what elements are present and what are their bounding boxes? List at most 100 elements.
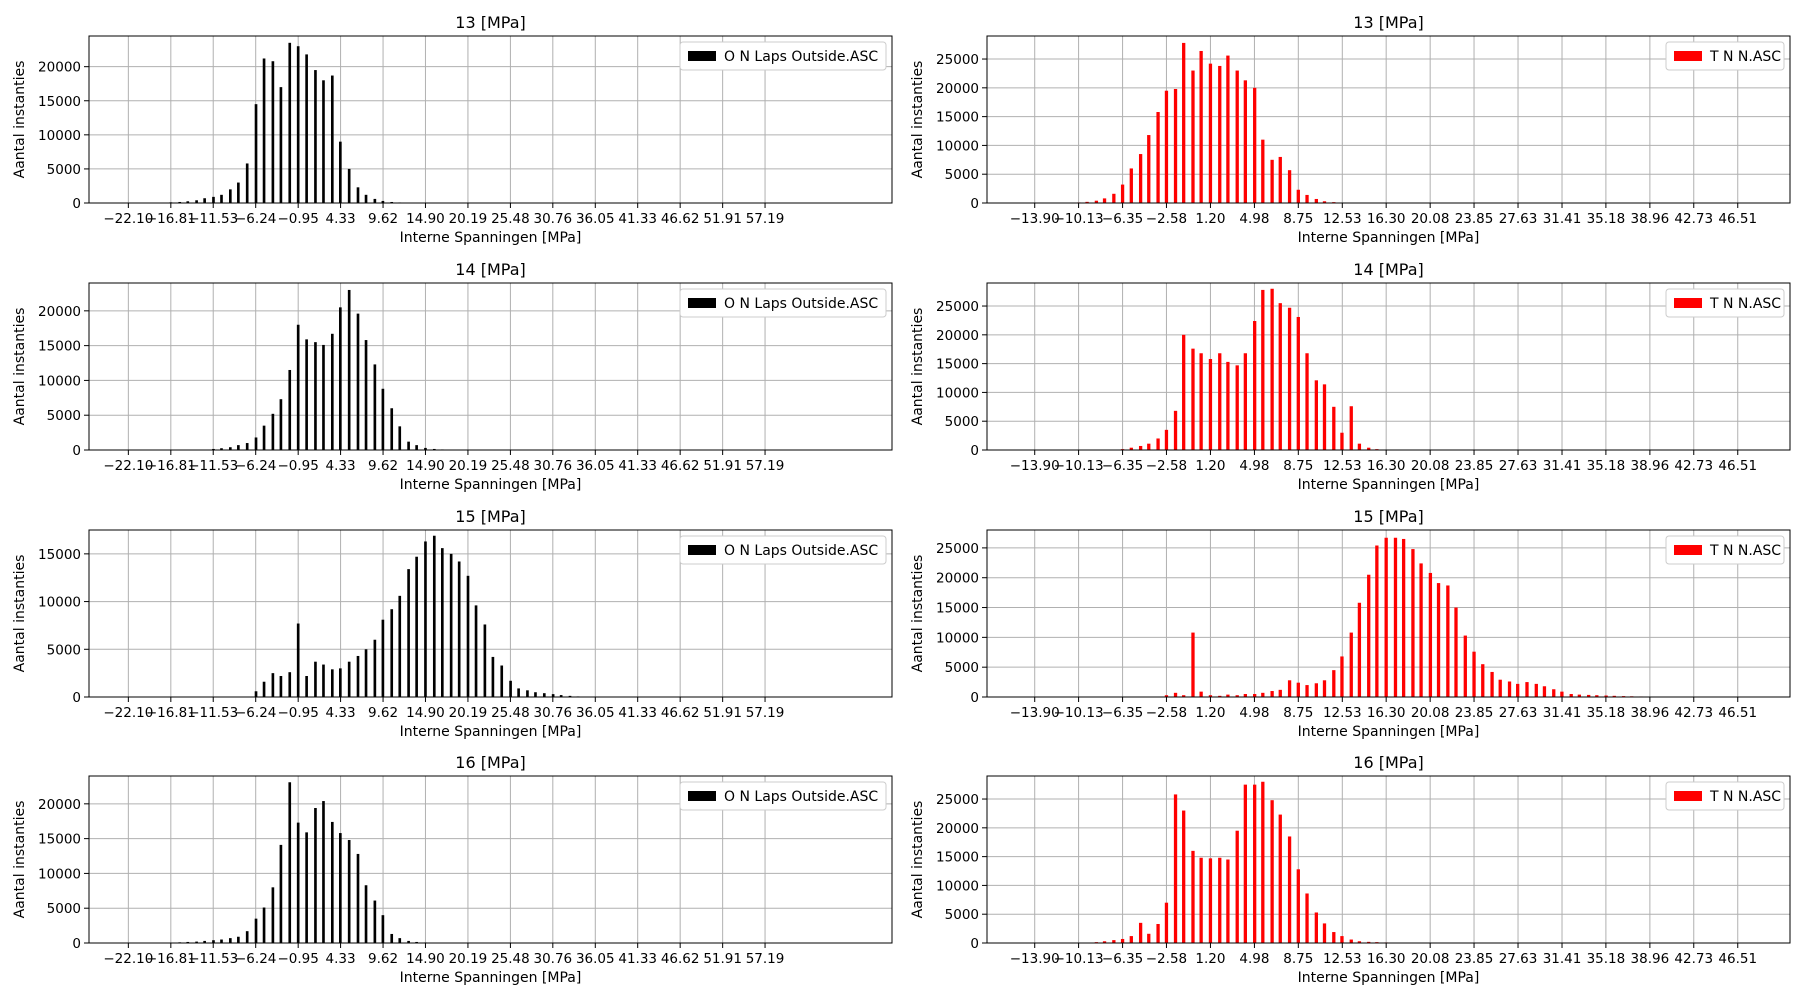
histogram-bar — [1384, 537, 1388, 697]
histogram-bar — [1156, 112, 1160, 203]
y-axis-label: Aantal instanties — [910, 801, 926, 919]
histogram-panel: −22.10−16.81−11.53−6.24 −0.95 4.33 9.62 14.9… — [12, 753, 893, 986]
histogram-bar — [1243, 694, 1248, 697]
x-axis-label: Interne Spanningen [MPa] — [400, 230, 582, 246]
x-tick-label: 25.48 — [491, 705, 530, 721]
histogram-bar — [1218, 695, 1222, 697]
histogram-bar — [1428, 572, 1433, 697]
histogram-bar — [1340, 432, 1344, 450]
x-tick-label: 38.96 — [1631, 211, 1670, 227]
x-tick-label: −11.53 — [188, 211, 238, 227]
x-tick-label: 35.18 — [1587, 951, 1626, 967]
x-tick-label: 25.48 — [491, 211, 530, 227]
x-tick-label: 46.51 — [1718, 705, 1757, 721]
histogram-bar — [398, 938, 402, 943]
histogram-bar — [559, 695, 563, 697]
x-tick-label: 20.08 — [1411, 458, 1450, 474]
histogram-bar — [1367, 447, 1371, 450]
histogram-bar — [262, 425, 266, 450]
histogram-bar — [1218, 65, 1222, 203]
x-tick-label: −13.90 — [1010, 951, 1060, 967]
histogram-panel: −22.10−16.81−11.53−6.24 −0.95 4.33 9.62 14.9… — [12, 13, 893, 246]
histogram-bar — [1235, 695, 1239, 697]
y-tick-label: 15000 — [936, 357, 979, 373]
histogram-bar — [1199, 857, 1203, 943]
x-tick-label: 23.85 — [1455, 458, 1494, 474]
y-tick-label: 20000 — [38, 304, 81, 320]
histogram-bar — [1147, 443, 1151, 450]
x-tick-label: −6.24 — [235, 211, 276, 227]
legend-box — [1665, 288, 1785, 318]
histogram-bar — [322, 80, 325, 203]
histogram-bar — [330, 75, 334, 203]
histogram-bar — [1542, 686, 1547, 697]
x-tick-label: 51.91 — [703, 211, 742, 227]
x-tick-label: 14.90 — [406, 705, 445, 721]
y-tick-label: 20000 — [936, 81, 979, 97]
x-tick-label: 35.18 — [1587, 211, 1626, 227]
histogram-bar — [1367, 941, 1371, 943]
histogram-bar — [1182, 42, 1186, 204]
histogram-bar — [288, 369, 292, 450]
histogram-bar — [1173, 410, 1178, 450]
y-tick-label: 15000 — [38, 547, 81, 563]
x-tick-label: 4.33 — [326, 951, 356, 967]
histogram-panel: −13.90−10.13−6.35 −2.58 1.20 4.98 8.75 12.53 1… — [910, 507, 1791, 740]
x-tick-label: 57.19 — [746, 705, 785, 721]
x-tick-label: −16.81 — [146, 458, 196, 474]
x-tick-label: −13.90 — [1010, 458, 1060, 474]
y-tick-label: 15000 — [38, 94, 81, 110]
histogram-bar — [1552, 689, 1556, 697]
x-tick-label: 14.90 — [406, 951, 445, 967]
histogram-bar — [1182, 695, 1186, 697]
histogram-bar — [373, 198, 377, 203]
x-axis-label: Interne Spanningen [MPa] — [400, 477, 582, 493]
x-tick-label: 42.73 — [1674, 458, 1713, 474]
histogram-bar — [1243, 80, 1248, 203]
histogram-bar — [1138, 445, 1143, 450]
x-tick-label: 4.98 — [1239, 211, 1269, 227]
histogram-bar — [1525, 682, 1529, 697]
y-tick-label: 0 — [970, 443, 979, 459]
x-tick-label: −10.13 — [1054, 705, 1104, 721]
histogram-bar — [390, 609, 394, 697]
histogram-bar — [551, 694, 555, 697]
x-tick-label: 16.30 — [1367, 458, 1406, 474]
x-axis-label: Interne Spanningen [MPa] — [1298, 230, 1480, 246]
y-tick-label: 5000 — [47, 642, 81, 658]
x-tick-label: 8.75 — [1283, 211, 1313, 227]
histogram-bar — [322, 664, 325, 697]
x-tick-label: 46.51 — [1718, 211, 1757, 227]
histogram-bar — [1147, 135, 1151, 203]
x-tick-label: −0.95 — [277, 458, 318, 474]
histogram-bar — [254, 104, 258, 203]
histogram-bar — [195, 200, 198, 203]
x-tick-label: 46.51 — [1718, 458, 1757, 474]
x-tick-label: −6.35 — [1102, 458, 1143, 474]
x-tick-label: 30.76 — [533, 951, 572, 967]
histogram-bar — [1296, 316, 1300, 450]
histogram-bar — [1112, 193, 1116, 203]
x-tick-label: 20.19 — [449, 705, 488, 721]
y-tick-label: 10000 — [936, 385, 979, 401]
y-tick-label: 10000 — [38, 595, 81, 611]
histogram-bar — [1253, 694, 1257, 697]
x-tick-label: 4.98 — [1239, 705, 1269, 721]
histogram-bar — [186, 201, 190, 203]
x-tick-label: −13.90 — [1010, 705, 1060, 721]
histogram-bar — [339, 307, 342, 450]
x-tick-label: 25.48 — [491, 458, 530, 474]
legend-swatch — [1674, 545, 1702, 555]
histogram-bar — [1595, 695, 1599, 697]
histogram-bar — [1340, 936, 1344, 943]
histogram-bar — [390, 408, 394, 450]
histogram-bar — [356, 187, 360, 203]
histogram-bar — [1322, 384, 1327, 450]
legend-swatch — [688, 51, 716, 61]
x-tick-label: 27.63 — [1499, 951, 1538, 967]
histogram-bar — [212, 448, 215, 450]
histogram-bar — [500, 665, 504, 697]
histogram-bar — [1226, 55, 1230, 203]
histogram-bar — [1164, 695, 1169, 697]
histogram-bar — [1156, 923, 1160, 943]
